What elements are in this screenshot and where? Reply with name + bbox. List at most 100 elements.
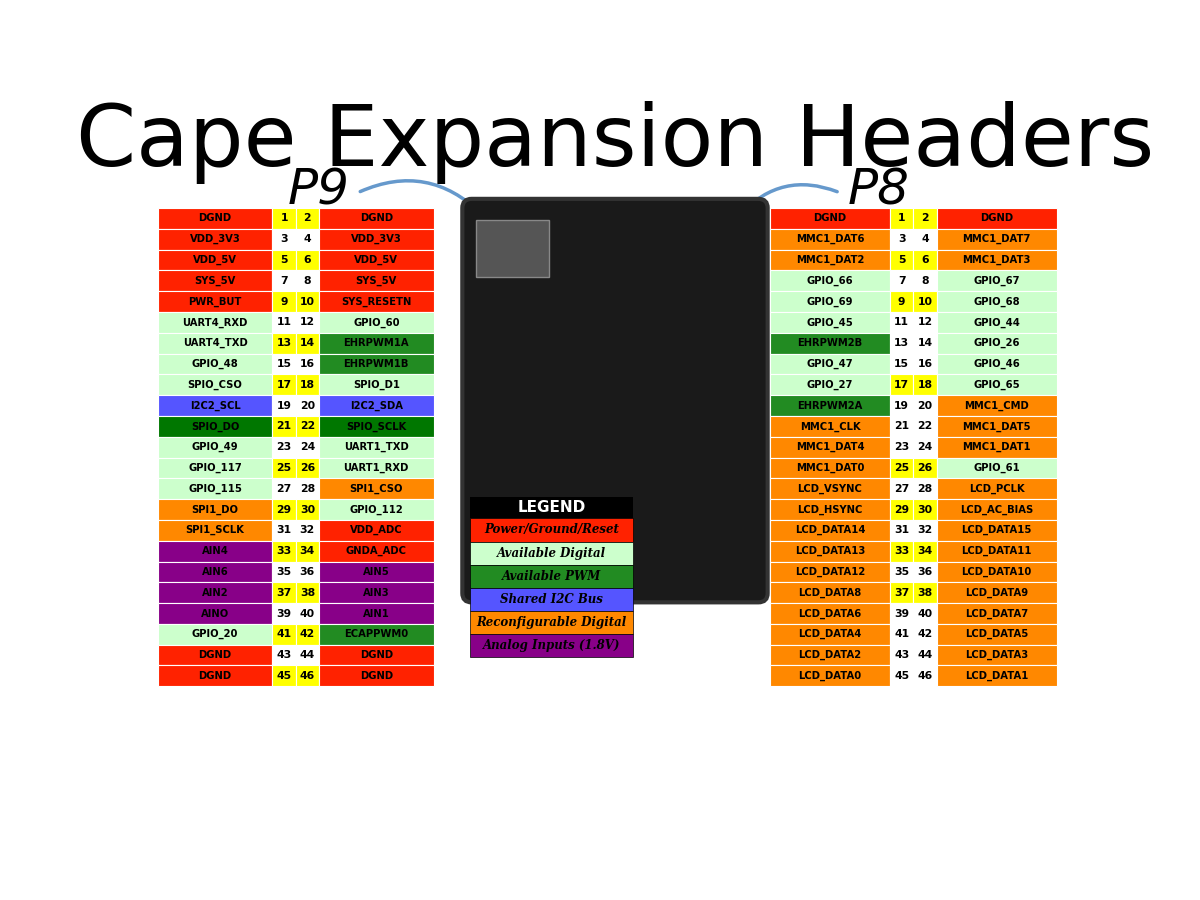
Text: DGND: DGND (360, 650, 392, 660)
Text: LCD_HSYNC: LCD_HSYNC (797, 504, 863, 515)
Text: 13: 13 (276, 338, 292, 348)
Bar (937, 500, 1057, 520)
Bar (470, 634, 632, 657)
Bar (937, 457, 1057, 479)
Bar (499, 539, 560, 581)
Text: VDD_5V: VDD_5V (193, 255, 238, 266)
Bar (890, 582, 913, 603)
Bar (913, 333, 937, 354)
Bar (319, 229, 433, 249)
Text: 40: 40 (300, 608, 314, 618)
Text: LCD_DATA6: LCD_DATA6 (798, 608, 862, 618)
Bar (890, 500, 913, 520)
Text: EHRPWM1B: EHRPWM1B (343, 359, 409, 369)
Text: 19: 19 (894, 400, 910, 410)
Text: VDD_ADC: VDD_ADC (350, 526, 403, 536)
Bar (319, 562, 433, 582)
Bar (295, 292, 319, 312)
Text: 12: 12 (300, 318, 314, 328)
Text: 39: 39 (894, 608, 910, 618)
Text: GPIO_65: GPIO_65 (973, 380, 1020, 390)
Bar (913, 644, 937, 665)
Text: I2C2_SCL: I2C2_SCL (190, 400, 240, 410)
Text: DGND: DGND (360, 670, 392, 681)
Bar (890, 292, 913, 312)
Bar (890, 665, 913, 687)
Text: ECAPPWM0: ECAPPWM0 (344, 629, 408, 639)
Bar (157, 374, 272, 395)
Bar (319, 436, 433, 457)
Bar (890, 479, 913, 500)
Bar (937, 644, 1057, 665)
Text: 31: 31 (276, 526, 292, 536)
Text: 24: 24 (917, 442, 932, 452)
Text: 37: 37 (276, 588, 292, 598)
Bar (157, 520, 272, 541)
Bar (272, 479, 295, 500)
Text: 34: 34 (917, 546, 932, 556)
Bar (913, 292, 937, 312)
Text: AIN2: AIN2 (202, 588, 228, 598)
Text: 40: 40 (918, 608, 932, 618)
Bar (295, 229, 319, 249)
Bar (937, 229, 1057, 249)
Bar (319, 374, 433, 395)
Text: 38: 38 (918, 588, 932, 598)
Bar (770, 603, 890, 624)
Text: 23: 23 (276, 442, 292, 452)
Bar (470, 497, 632, 518)
Text: 12: 12 (918, 318, 932, 328)
Bar (319, 249, 433, 271)
Text: 17: 17 (276, 380, 292, 390)
Bar (295, 665, 319, 687)
Bar (770, 208, 890, 229)
Text: 21: 21 (894, 421, 910, 431)
Text: 9: 9 (281, 297, 288, 307)
Bar (157, 354, 272, 374)
Bar (157, 333, 272, 354)
Bar (890, 208, 913, 229)
Text: 35: 35 (276, 567, 292, 577)
Text: PWR_BUT: PWR_BUT (188, 296, 241, 307)
Text: 15: 15 (894, 359, 910, 369)
Bar (157, 665, 272, 687)
Bar (937, 541, 1057, 562)
Bar (770, 436, 890, 457)
Bar (319, 457, 433, 479)
Text: 16: 16 (300, 359, 314, 369)
Text: GPIO_26: GPIO_26 (973, 338, 1020, 348)
Text: LCD_AC_BIAS: LCD_AC_BIAS (960, 504, 1033, 515)
Bar (770, 562, 890, 582)
Text: 21: 21 (276, 421, 292, 431)
Bar (770, 354, 890, 374)
Bar (319, 354, 433, 374)
Bar (913, 271, 937, 292)
Bar (890, 541, 913, 562)
Bar (157, 312, 272, 333)
Text: LCD_DATA9: LCD_DATA9 (965, 588, 1028, 598)
Bar (913, 354, 937, 374)
Text: 36: 36 (300, 567, 314, 577)
Bar (770, 541, 890, 562)
Text: 2: 2 (922, 213, 929, 223)
Text: 29: 29 (276, 505, 292, 515)
Text: 39: 39 (276, 608, 292, 618)
Text: 13: 13 (894, 338, 910, 348)
Bar (272, 457, 295, 479)
Text: UART1_TXD: UART1_TXD (344, 442, 409, 453)
Bar (770, 333, 890, 354)
Text: DGND: DGND (198, 650, 232, 660)
Bar (272, 436, 295, 457)
Text: LEGEND: LEGEND (517, 500, 586, 515)
Text: LCD_DATA0: LCD_DATA0 (798, 670, 862, 681)
Bar (272, 374, 295, 395)
Text: LCD_PCLK: LCD_PCLK (968, 483, 1025, 494)
Bar (770, 500, 890, 520)
FancyArrowPatch shape (360, 181, 481, 214)
Text: Available Digital: Available Digital (497, 546, 606, 560)
FancyArrowPatch shape (740, 184, 838, 214)
Text: GPIO_115: GPIO_115 (188, 483, 242, 494)
Bar (913, 249, 937, 271)
Text: GPIO_112: GPIO_112 (349, 504, 403, 515)
Bar (272, 354, 295, 374)
